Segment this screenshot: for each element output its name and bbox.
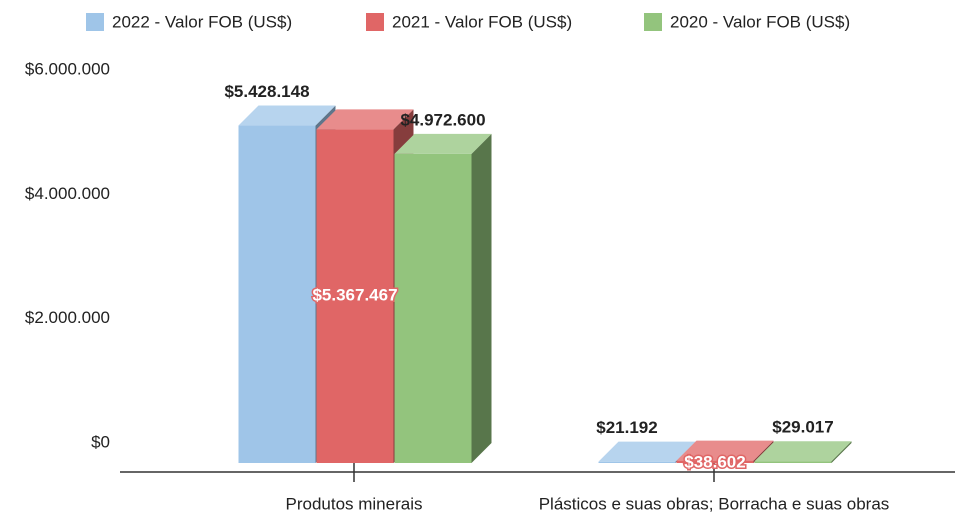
bar-side — [471, 133, 492, 463]
value-label: $38.602 — [684, 452, 745, 471]
y-tick-label: $6.000.000 — [25, 59, 110, 78]
legend-label: 2021 - Valor FOB (US$) — [392, 12, 572, 31]
bar-top — [394, 133, 492, 154]
bar — [394, 133, 492, 463]
bar-front — [238, 125, 316, 463]
x-tick-label: Produtos minerais — [285, 494, 422, 513]
legend-swatch — [86, 13, 104, 31]
legend-swatch — [644, 13, 662, 31]
y-tick-label: $0 — [91, 432, 110, 451]
bar-top — [676, 440, 774, 461]
legend-label: 2020 - Valor FOB (US$) — [670, 12, 850, 31]
value-label: $21.192 — [596, 418, 657, 437]
bar-front — [598, 461, 676, 463]
y-tick-label: $2.000.000 — [25, 308, 110, 327]
bar-top — [238, 105, 336, 126]
y-tick-label: $4.000.000 — [25, 184, 110, 203]
bar-top — [754, 441, 852, 462]
legend-label: 2022 - Valor FOB (US$) — [112, 12, 292, 31]
bar-front — [394, 153, 472, 463]
bar-top — [598, 441, 696, 462]
bar — [754, 441, 852, 463]
value-label: $4.972.600 — [400, 110, 485, 129]
value-label: $5.428.148 — [224, 82, 309, 101]
value-label: $5.367.467 — [312, 286, 397, 305]
x-tick-label: Plásticos e suas obras; Borracha e suas … — [539, 494, 890, 513]
bar-side — [831, 441, 852, 463]
bar-front — [676, 460, 754, 463]
value-label: $29.017 — [772, 418, 833, 437]
bar-top — [316, 109, 414, 130]
legend-swatch — [366, 13, 384, 31]
bar-front — [754, 461, 832, 463]
bar-front — [316, 129, 394, 464]
